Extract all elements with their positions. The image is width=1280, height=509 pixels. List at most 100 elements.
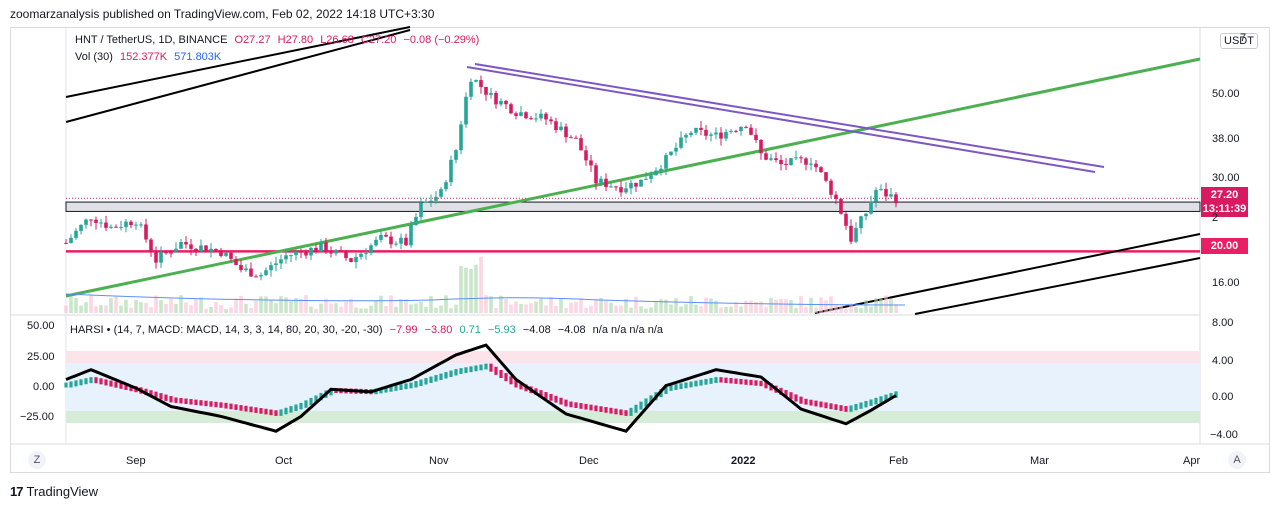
- harsi-bar: [644, 398, 648, 407]
- candle-body: [464, 96, 468, 125]
- candle-body: [324, 242, 328, 253]
- volume-bar: [284, 297, 288, 313]
- candle-body: [529, 118, 533, 120]
- candle-body: [609, 186, 613, 188]
- harsi-bar: [209, 401, 213, 407]
- harsi-bar: [859, 402, 863, 409]
- volume-bar: [374, 300, 378, 313]
- candle-body: [114, 226, 118, 228]
- volume-bar: [649, 307, 653, 313]
- auto-scale-button[interactable]: A: [1228, 451, 1246, 469]
- volume-bar: [429, 296, 433, 313]
- harsi-bar: [889, 392, 893, 400]
- volume-bar: [844, 308, 848, 313]
- volume-bar: [784, 299, 788, 313]
- candle-body: [499, 100, 503, 105]
- tradingview-brand-text[interactable]: TradingView: [26, 484, 99, 499]
- harsi-bar: [424, 378, 428, 385]
- harsi-bar: [194, 399, 198, 406]
- candle-body: [629, 182, 633, 189]
- candle-body: [799, 157, 803, 159]
- harsi-bar: [154, 391, 158, 399]
- volume-bar: [769, 297, 773, 313]
- harsi-bar: [819, 401, 823, 408]
- volume-bar: [444, 295, 448, 313]
- harsi-bar: [439, 373, 443, 380]
- volume-bar: [489, 296, 493, 313]
- candle-body: [149, 239, 153, 252]
- volume-bar: [494, 308, 498, 313]
- legend-ind-v2: −3.80: [424, 324, 453, 336]
- candle-body: [369, 245, 373, 254]
- harsi-bar: [404, 383, 408, 390]
- volume-bar: [439, 305, 443, 313]
- volume-bar: [839, 306, 843, 313]
- volume-bar: [84, 302, 88, 313]
- tradingview-logo-icon[interactable]: 17: [10, 484, 24, 499]
- time-tick-mar: Mar: [1030, 455, 1049, 467]
- volume-bar: [399, 299, 403, 313]
- legend-close: C27.20: [360, 34, 397, 46]
- candle-body: [204, 245, 208, 252]
- volume-bar: [654, 302, 658, 313]
- candle-body: [139, 224, 143, 226]
- candle-body: [439, 189, 443, 197]
- candle-body: [109, 226, 113, 228]
- harsi-bar: [764, 381, 768, 389]
- candle-body: [709, 134, 713, 136]
- volume-bar: [559, 298, 563, 313]
- harsi-bar: [244, 405, 248, 412]
- candle-body: [364, 253, 368, 255]
- volume-bar: [69, 296, 73, 313]
- candle-body: [854, 228, 858, 242]
- volume-bar: [459, 265, 463, 313]
- candle-body: [584, 150, 588, 161]
- volume-bar: [794, 308, 798, 313]
- harsi-bar: [199, 400, 203, 406]
- legend-ind-label[interactable]: HARSI • (14, 7, MACD: MACD, 14, 3, 3, 14…: [70, 324, 383, 336]
- harsi-bar: [799, 396, 803, 404]
- volume-bar: [104, 305, 108, 313]
- harsi-bar: [69, 381, 73, 388]
- volume-bar: [269, 299, 273, 313]
- harsi-bar: [584, 403, 588, 410]
- harsi-bar: [839, 405, 843, 411]
- currency-unit-button[interactable]: USDT: [1220, 33, 1258, 49]
- harsi-bar: [224, 402, 228, 409]
- harsi-bar: [149, 390, 153, 397]
- harsi-bar: [634, 404, 638, 413]
- candle-body: [479, 80, 483, 87]
- harsi-bar: [544, 392, 548, 399]
- volume-bar: [764, 307, 768, 313]
- candle-body: [784, 164, 788, 166]
- volume-bar: [309, 306, 313, 313]
- volume-bar: [514, 301, 518, 313]
- volume-bar: [709, 298, 713, 313]
- harsi-bar: [99, 378, 103, 385]
- legend-symbol[interactable]: HNT / TetherUS, 1D, BINANCE: [75, 34, 228, 46]
- volume-bar: [639, 306, 643, 313]
- candle-body: [524, 112, 528, 119]
- time-tick-dec: Dec: [579, 455, 599, 467]
- volume-bar: [379, 295, 383, 313]
- legend-vol-label[interactable]: Vol (30): [75, 51, 113, 63]
- price-tick-50: 50.00: [1212, 88, 1240, 100]
- volume-bar: [744, 300, 748, 313]
- candle-body: [694, 127, 698, 133]
- candle-body: [659, 168, 663, 171]
- volume-bar: [624, 298, 628, 313]
- volume-bar: [64, 305, 68, 313]
- harsi-bar: [459, 368, 463, 374]
- harsi-bar: [834, 404, 838, 411]
- candle-body: [249, 268, 253, 277]
- current-price-label: 27.20: [1210, 189, 1239, 201]
- neutral-band: [66, 363, 1200, 411]
- zoom-button[interactable]: Z: [28, 451, 46, 469]
- volume-bar: [589, 305, 593, 313]
- candle-body: [889, 194, 893, 197]
- candle-body: [194, 248, 198, 252]
- volume-bar: [174, 303, 178, 313]
- candle-body: [389, 236, 393, 245]
- volume-bar: [554, 305, 558, 313]
- time-tick-nov: Nov: [429, 455, 449, 467]
